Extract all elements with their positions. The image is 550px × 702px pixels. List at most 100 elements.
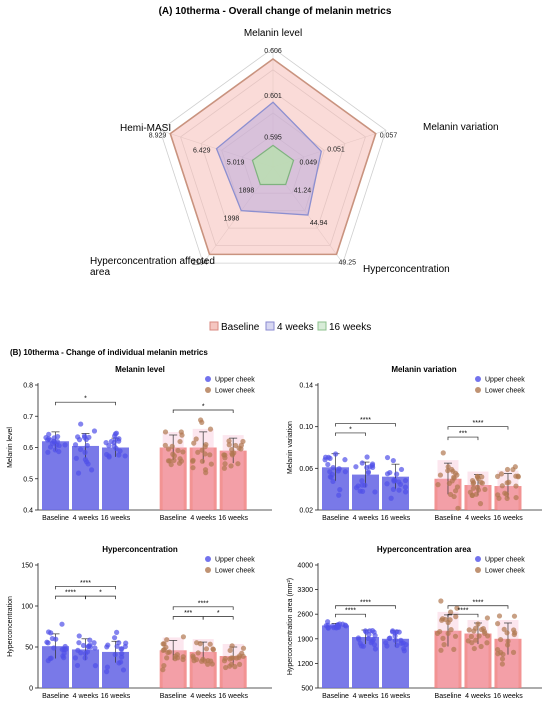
- hyperconcentration-point-lower-cheek-1-13: [210, 647, 216, 653]
- melanin-variation-point-lower-cheek-2-6: [504, 466, 511, 473]
- melanin-level-point-lower-cheek-1-13: [207, 426, 214, 432]
- melanin-level-point-lower-cheek-1-5: [207, 452, 213, 458]
- hyperconcentration-point-lower-cheek-0-17: [161, 647, 167, 653]
- hyperconcentration-point-upper-cheek-2-8: [119, 654, 125, 660]
- melanin-variation-point-upper-cheek-1-17: [364, 454, 370, 460]
- melanin-variation-point-upper-cheek-2-1: [402, 489, 409, 495]
- hyperconcentration-point-lower-cheek-1-10: [198, 658, 205, 664]
- hyperconcentration-area-point-lower-cheek-2-11: [511, 627, 517, 633]
- radar-series-16-weeks: [251, 144, 295, 186]
- radar-chart: 0.606 0.057 49.25 2194 8.929 0.601 0.051 44.94 1…: [90, 28, 499, 278]
- bar-chart-melanin-variation: Melanin variation 0.02 0.06 0.10 0.14 Melanin…: [287, 365, 542, 522]
- hyperconcentration-area-point-upper-cheek-1-15: [366, 632, 372, 638]
- melanin-variation-point-lower-cheek-2-3: [504, 495, 510, 502]
- melanin-variation-sig-label-1: ****: [360, 417, 371, 424]
- hyperconcentration-sig-bracket-4: [202, 616, 234, 620]
- hyperconcentration-x-label-lower-cheek-4-weeks: 4 weeks: [190, 693, 216, 700]
- melanin-variation-point-upper-cheek-0-16: [336, 466, 342, 472]
- melanin-level-title: Melanin level: [115, 365, 165, 374]
- melanin-level-y-tick-label-0: 0.4: [23, 508, 33, 515]
- hyperconcentration-legend-marker-upper: [205, 556, 211, 562]
- hyperconcentration-area-point-lower-cheek-1-15: [478, 626, 485, 633]
- hyperconcentration-area-point-upper-cheek-0-15: [343, 623, 349, 629]
- radar-value-4-weeks-hyperconcentration-affected-area: 1998: [224, 216, 240, 223]
- hyperconcentration-sig-label-3: ***: [184, 610, 192, 617]
- hyperconcentration-area-title: Hyperconcentration area: [377, 545, 472, 554]
- hyperconcentration-point-upper-cheek-1-10: [92, 663, 99, 669]
- radar-value-16-weeks-hyperconcentration-affected-area: 1898: [239, 187, 255, 194]
- melanin-level-point-lower-cheek-2-12: [235, 461, 241, 467]
- hyperconcentration-x-label-lower-cheek-baseline: Baseline: [160, 693, 187, 700]
- hyperconcentration-area-point-upper-cheek-1-16: [356, 636, 362, 642]
- melanin-level-point-lower-cheek-0-16: [171, 453, 177, 459]
- melanin-variation-point-upper-cheek-0-7: [336, 492, 342, 498]
- hyperconcentration-area-sig-label-3: ****: [473, 599, 484, 606]
- hyperconcentration-point-upper-cheek-2-16: [116, 640, 122, 646]
- melanin-level-y-tick-label-1: 0.5: [23, 476, 33, 483]
- melanin-variation-y-label: Melanin variation: [287, 421, 294, 474]
- melanin-variation-point-upper-cheek-1-5: [353, 464, 359, 470]
- melanin-variation-point-upper-cheek-2-10: [394, 471, 400, 477]
- melanin-variation-point-upper-cheek-0-17: [330, 465, 336, 471]
- melanin-variation-sig-bracket-2: [447, 436, 479, 441]
- melanin-level-point-lower-cheek-0-17: [177, 438, 183, 445]
- melanin-variation-point-upper-cheek-0-6: [325, 461, 331, 468]
- melanin-variation-legend-marker-lower: [475, 387, 481, 393]
- hyperconcentration-point-lower-cheek-1-11: [190, 653, 196, 659]
- melanin-level-point-lower-cheek-1-16: [202, 444, 208, 450]
- hyperconcentration-point-lower-cheek-2-13: [232, 664, 238, 670]
- melanin-level-y-tick-label-4: 0.8: [23, 383, 33, 390]
- hyperconcentration-x-label-lower-cheek-16-weeks: 16 weeks: [218, 693, 248, 700]
- hyperconcentration-sig-bracket-1: [85, 595, 116, 600]
- melanin-variation-point-lower-cheek-0-13: [445, 468, 451, 474]
- hyperconcentration-point-upper-cheek-0-13: [48, 630, 54, 636]
- melanin-level-point-upper-cheek-2-14: [106, 454, 112, 460]
- melanin-level-point-upper-cheek-1-8: [72, 442, 79, 448]
- radar-value-baseline-hyperconcentration-affected-area: 2194: [192, 259, 208, 266]
- hyperconcentration-point-lower-cheek-0-0: [164, 655, 170, 661]
- melanin-level-point-upper-cheek-0-11: [47, 437, 53, 443]
- melanin-level-point-lower-cheek-0-8: [175, 447, 181, 454]
- hyperconcentration-point-lower-cheek-2-16: [236, 654, 242, 661]
- hyperconcentration-area-point-lower-cheek-0-15: [434, 630, 441, 636]
- melanin-level-point-upper-cheek-0-16: [51, 435, 57, 441]
- hyperconcentration-area-point-upper-cheek-2-9: [392, 633, 398, 639]
- hyperconcentration-area-point-lower-cheek-2-0: [496, 613, 503, 619]
- hyperconcentration-area-point-lower-cheek-2-17: [499, 656, 506, 662]
- melanin-level-point-upper-cheek-1-12: [82, 456, 88, 463]
- hyperconcentration-area-point-lower-cheek-2-4: [495, 651, 501, 657]
- hyperconcentration-area-point-upper-cheek-2-16: [401, 645, 407, 652]
- hyperconcentration-area-point-upper-cheek-0-17: [335, 623, 341, 629]
- hyperconcentration-area-point-lower-cheek-2-12: [510, 649, 517, 655]
- melanin-variation-point-lower-cheek-0-6: [437, 472, 444, 478]
- hyperconcentration-area-point-lower-cheek-0-14: [448, 627, 454, 633]
- melanin-variation-point-lower-cheek-1-17: [467, 489, 473, 495]
- hyperconcentration-point-upper-cheek-1-3: [91, 640, 97, 646]
- hyperconcentration-point-lower-cheek-0-15: [180, 634, 187, 640]
- melanin-variation-sig-label-0: *: [349, 426, 352, 433]
- melanin-level-sig-label-1: *: [202, 404, 205, 411]
- melanin-variation-point-upper-cheek-0-14: [333, 451, 339, 457]
- hyperconcentration-area-point-lower-cheek-1-5: [468, 633, 475, 640]
- hyperconcentration-area-point-upper-cheek-1-8: [360, 643, 366, 649]
- hyperconcentration-point-upper-cheek-1-7: [84, 649, 91, 655]
- hyperconcentration-area-x-label-upper-cheek-baseline: Baseline: [322, 693, 349, 700]
- hyperconcentration-area-point-lower-cheek-1-3: [484, 640, 490, 646]
- hyperconcentration-area-point-lower-cheek-1-17: [472, 625, 479, 631]
- hyperconcentration-point-lower-cheek-1-16: [191, 658, 197, 664]
- hyperconcentration-area-point-lower-cheek-1-14: [473, 637, 479, 643]
- radar-axis-label-hyperconcentration: Hyperconcentration: [363, 264, 450, 275]
- melanin-variation-point-upper-cheek-0-12: [342, 457, 348, 463]
- melanin-level-x-label-lower-cheek-baseline: Baseline: [160, 515, 187, 522]
- melanin-level-point-lower-cheek-2-15: [240, 438, 246, 445]
- hyperconcentration-area-sig-bracket-3: [447, 605, 509, 609]
- melanin-variation-point-lower-cheek-0-10: [449, 478, 455, 484]
- hyperconcentration-point-upper-cheek-0-4: [59, 621, 65, 627]
- melanin-level-point-lower-cheek-1-14: [190, 457, 196, 463]
- radar-value-16-weeks-melanin-level: 0.595: [264, 134, 282, 141]
- hyperconcentration-area-point-lower-cheek-0-2: [452, 633, 459, 639]
- melanin-level-point-upper-cheek-0-17: [47, 444, 54, 450]
- melanin-level-legend-label-upper: Upper cheek: [215, 377, 255, 384]
- melanin-variation-legend-label-lower: Lower cheek: [485, 388, 525, 395]
- melanin-level-x-label-upper-cheek-4-weeks: 4 weeks: [73, 515, 99, 522]
